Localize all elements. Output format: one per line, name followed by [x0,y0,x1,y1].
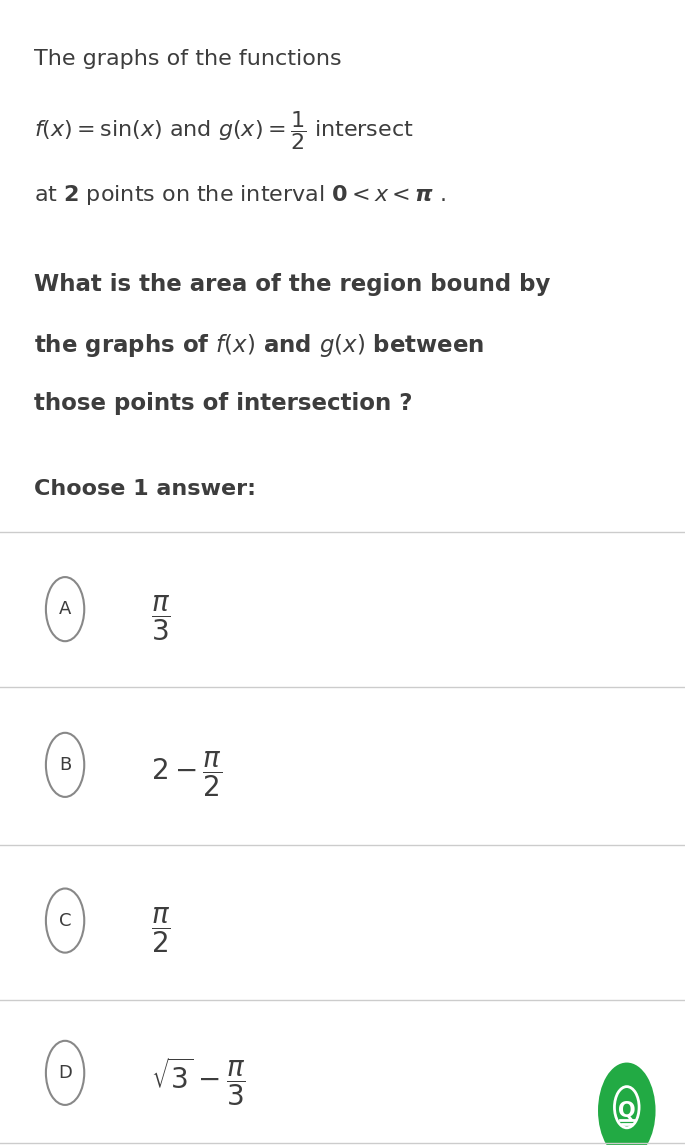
Text: $\dfrac{\pi}{3}$: $\dfrac{\pi}{3}$ [151,593,171,643]
Text: What is the area of the region bound by: What is the area of the region bound by [34,273,551,295]
Text: $f(x) = \sin(x)$ and $g(x) = \dfrac{1}{2}$ intersect: $f(x) = \sin(x)$ and $g(x) = \dfrac{1}{2… [34,109,414,152]
Text: C: C [59,911,71,930]
Text: Q: Q [618,1100,636,1121]
Text: The graphs of the functions: The graphs of the functions [34,49,342,69]
Text: $2 - \dfrac{\pi}{2}$: $2 - \dfrac{\pi}{2}$ [151,749,222,799]
Text: D: D [58,1064,72,1082]
Text: those points of intersection ?: those points of intersection ? [34,392,413,414]
Text: $\sqrt{3} - \dfrac{\pi}{3}$: $\sqrt{3} - \dfrac{\pi}{3}$ [151,1056,245,1108]
Text: Choose 1 answer:: Choose 1 answer: [34,479,256,498]
Text: A: A [59,600,71,618]
Text: $\dfrac{\pi}{2}$: $\dfrac{\pi}{2}$ [151,905,171,955]
Text: the graphs of $f(x)$ and $g(x)$ between: the graphs of $f(x)$ and $g(x)$ between [34,332,485,360]
Text: at $\mathbf{2}$ points on the interval $\mathbf{0} < x < \boldsymbol{\pi}$ .: at $\mathbf{2}$ points on the interval $… [34,183,447,207]
Circle shape [598,1063,656,1145]
Text: B: B [59,756,71,774]
